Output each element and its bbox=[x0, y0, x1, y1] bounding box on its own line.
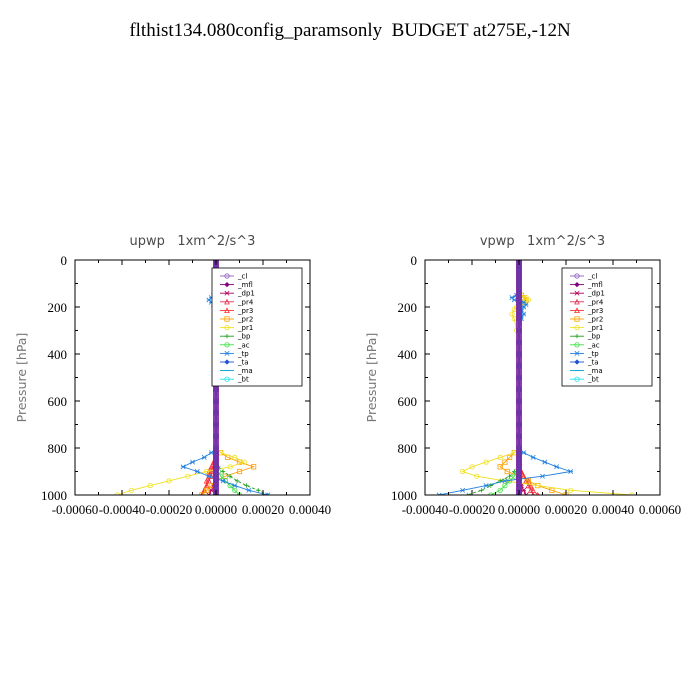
legend-item: _bp bbox=[570, 333, 601, 341]
panel-2: vpwp 1xm^2/s^3 Pressure [hPa] 0 200 400 600 80… bbox=[364, 234, 681, 517]
legend-label: _tp bbox=[587, 350, 599, 358]
y-axis-label: Pressure [hPa] bbox=[364, 333, 379, 423]
legend-item: _mfl bbox=[220, 281, 253, 289]
legend: _cl_mfl_dp1_pr4_pr3_pr2_pr1_bp_ac_tp_ta_… bbox=[561, 267, 653, 387]
x-tick-label: 0.00060 bbox=[639, 502, 681, 517]
series-markers-pr2 bbox=[497, 260, 569, 495]
legend-label: _dp1 bbox=[587, 290, 605, 298]
zero-series-overlay bbox=[516, 260, 522, 495]
legend-item: _pr3 bbox=[570, 307, 603, 315]
legend-label: _ta bbox=[237, 359, 249, 367]
y-tick-label: 0 bbox=[61, 253, 68, 268]
legend-item: _ta bbox=[220, 359, 249, 367]
legend-item: _pr3 bbox=[220, 307, 253, 315]
legend-label: _cl bbox=[587, 273, 597, 281]
legend-label: _pr2 bbox=[587, 316, 603, 324]
panel-title: vpwp 1xm^2/s^3 bbox=[480, 234, 605, 249]
legend-item: _ta bbox=[570, 359, 599, 367]
legend-item: _tp bbox=[570, 350, 599, 358]
legend-label: _bt bbox=[237, 376, 249, 384]
legend-item: _pr2 bbox=[570, 316, 603, 324]
legend-label: _dp1 bbox=[237, 290, 255, 298]
x-tick-label: 0.00040 bbox=[289, 502, 331, 517]
x-tick-label: 0.00020 bbox=[242, 502, 284, 517]
legend-label: _pr2 bbox=[237, 316, 253, 324]
legend-label: _tp bbox=[237, 350, 249, 358]
legend-item: _bt bbox=[220, 376, 249, 384]
y-tick-label: 600 bbox=[398, 394, 418, 409]
y-tick-label: 800 bbox=[48, 441, 68, 456]
panel-1: upwp 1xm^2/s^3 Pressure [hPa] 0 200 400 600 80… bbox=[14, 234, 331, 517]
legend-label: _ac bbox=[587, 341, 600, 349]
series-markers-bp bbox=[465, 260, 522, 495]
legend-item: _bt bbox=[570, 376, 599, 384]
x-tick-label: 0.00000 bbox=[195, 502, 237, 517]
legend-item: _dp1 bbox=[220, 290, 255, 298]
legend-label: _cl bbox=[237, 273, 247, 281]
legend-item: _dp1 bbox=[570, 290, 605, 298]
y-tick-label: 200 bbox=[48, 300, 68, 315]
legend-label: _ta bbox=[587, 359, 599, 367]
y-tick-label: 800 bbox=[398, 441, 418, 456]
legend-label: _pr3 bbox=[587, 307, 603, 315]
y-tick-label: 600 bbox=[48, 394, 68, 409]
legend-label: _ac bbox=[237, 341, 250, 349]
x-tick-label: -0.00040 bbox=[99, 502, 146, 517]
legend-item: _ac bbox=[570, 341, 600, 349]
legend-item: _pr2 bbox=[220, 316, 253, 324]
x-tick-label: -0.00040 bbox=[402, 502, 449, 517]
panel-title: upwp 1xm^2/s^3 bbox=[130, 234, 256, 249]
legend-label: _ma bbox=[587, 367, 603, 375]
x-tick-label: 0.00000 bbox=[498, 502, 540, 517]
legend-label: _bp bbox=[587, 333, 601, 341]
x-tick-label: 0.00040 bbox=[592, 502, 634, 517]
y-axis-label: Pressure [hPa] bbox=[14, 333, 29, 423]
legend-item: _tp bbox=[220, 350, 249, 358]
legend-item: _pr4 bbox=[220, 298, 254, 306]
legend-item: _ma bbox=[220, 367, 253, 375]
legend-label: _pr3 bbox=[237, 307, 253, 315]
legend-item: _mfl bbox=[570, 281, 603, 289]
figure-title: flthist134.080config_paramsonly BUDGET a… bbox=[129, 20, 571, 41]
x-tick-label: -0.00020 bbox=[146, 502, 193, 517]
y-tick-label: 200 bbox=[398, 300, 418, 315]
y-tick-label: 400 bbox=[398, 347, 418, 362]
y-tick-label: 1000 bbox=[41, 488, 67, 503]
legend-item: _cl bbox=[570, 273, 597, 281]
x-tick-label: 0.00020 bbox=[545, 502, 587, 517]
legend-label: _bt bbox=[587, 376, 599, 384]
legend-label: _bp bbox=[237, 333, 251, 341]
legend-label: _pr1 bbox=[237, 324, 253, 332]
y-tick-label: 400 bbox=[48, 347, 68, 362]
legend-label: _mfl bbox=[587, 281, 603, 289]
legend-item: _pr1 bbox=[570, 324, 603, 332]
legend-item: _pr4 bbox=[570, 298, 604, 306]
legend-label: _mfl bbox=[237, 281, 253, 289]
legend-label: _pr1 bbox=[587, 324, 603, 332]
legend-label: _pr4 bbox=[587, 298, 604, 306]
legend-item: _ac bbox=[220, 341, 250, 349]
legend-item: _ma bbox=[570, 367, 603, 375]
x-tick-label: -0.00020 bbox=[449, 502, 496, 517]
y-tick-label: 0 bbox=[411, 253, 418, 268]
legend: _cl_mfl_dp1_pr4_pr3_pr2_pr1_bp_ac_tp_ta_… bbox=[211, 267, 303, 387]
y-tick-label: 1000 bbox=[391, 488, 417, 503]
legend-label: _pr4 bbox=[237, 298, 254, 306]
legend-item: _pr1 bbox=[220, 324, 253, 332]
legend-item: _bp bbox=[220, 333, 251, 341]
legend-item: _cl bbox=[220, 273, 247, 281]
x-tick-label: -0.00060 bbox=[52, 502, 99, 517]
legend-label: _ma bbox=[237, 367, 253, 375]
